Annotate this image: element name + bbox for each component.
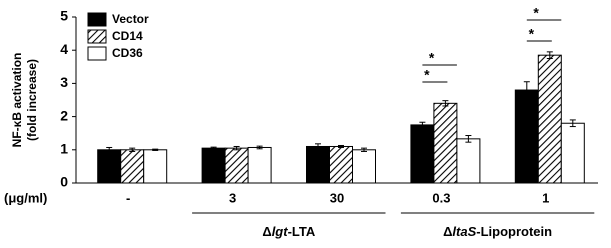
y-tick-label: 1 [60,141,68,157]
y-axis-label: NF-κB activation [10,53,24,148]
group-label-part: Δ [443,224,452,239]
bar [329,145,353,184]
x-tick-label: 30 [330,190,344,205]
bar [410,124,435,184]
y-axis-label: (fold increase) [25,59,39,141]
bar [433,102,458,184]
bar [352,149,376,184]
group-label-part: Δ [262,224,271,239]
y-tick-label: 2 [60,107,68,123]
error-bar [129,147,136,152]
error-bar [361,147,367,152]
legend-swatch [87,29,107,44]
error-bar [106,146,113,153]
bar [537,54,562,184]
error-bar [569,119,576,128]
bar [143,149,168,184]
group-label: ΔltaS-Lipoprotein [443,224,552,239]
error-bar [465,135,472,143]
y-tick-label: 4 [60,41,68,57]
significance-label: * [429,50,435,66]
error-bar [152,148,159,151]
legend-swatch [87,12,107,27]
x-tick-label: 3 [229,190,236,205]
legend-label: CD14 [112,29,143,43]
legend-label: Vector [112,12,149,26]
legend-label: CD36 [112,46,143,60]
bar [120,149,145,184]
error-bar [523,81,530,99]
error-bar [233,145,240,151]
x-tick-label: - [126,190,130,205]
group-label-part: lgt [272,224,289,239]
group-label: Δlgt-LTA [262,224,316,239]
x-tick-label: 0.3 [432,190,450,205]
bar [560,122,585,184]
bar [247,146,272,184]
x-tick-label: 1 [542,190,549,205]
error-bar [442,100,449,107]
x-row-label: (μg/ml) [4,190,47,205]
significance-label: * [424,67,430,83]
legend-swatch [87,46,107,61]
significance-label: * [529,26,535,42]
error-bar [546,51,553,59]
error-bar [256,145,263,150]
y-tick-label: 0 [60,174,68,190]
bar [201,147,226,184]
bar [306,145,330,184]
group-label-part: -Lipoprotein [476,224,552,239]
group-label-part: -LTA [288,224,316,239]
error-bar [315,143,321,150]
bar [456,138,481,184]
bar [224,147,249,184]
significance-label: * [533,5,539,21]
y-tick-label: 5 [60,8,68,24]
error-bar [210,146,217,150]
group-label-part: ltaS [452,224,476,239]
error-bar [338,144,344,148]
bar [97,149,122,184]
bar [514,89,539,184]
error-bar [419,121,426,129]
y-tick-label: 3 [60,74,68,90]
